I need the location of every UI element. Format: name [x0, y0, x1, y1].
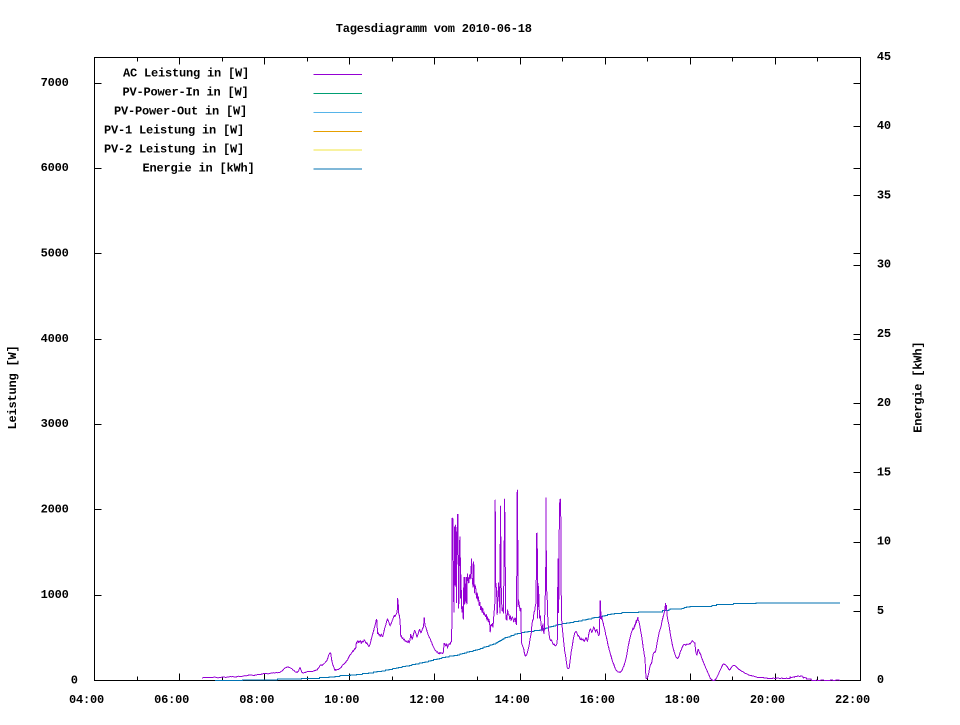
svg-text:08:00: 08:00 [239, 693, 274, 707]
svg-text:0: 0 [877, 673, 884, 687]
svg-text:22:00: 22:00 [835, 693, 870, 707]
svg-text:2000: 2000 [41, 503, 69, 517]
svg-text:10:00: 10:00 [324, 693, 359, 707]
svg-text:06:00: 06:00 [154, 693, 189, 707]
svg-text:AC Leistung in [W]: AC Leistung in [W] [123, 67, 249, 81]
svg-text:45: 45 [877, 50, 891, 64]
svg-text:Tagesdiagramm vom 2010-06-18: Tagesdiagramm vom 2010-06-18 [336, 22, 532, 36]
svg-text:3000: 3000 [41, 417, 69, 431]
svg-text:14:00: 14:00 [495, 693, 530, 707]
svg-text:PV-Power-In in [W]: PV-Power-In in [W] [123, 86, 249, 100]
svg-text:Leistung [W]: Leistung [W] [6, 345, 20, 429]
svg-text:15: 15 [877, 465, 891, 479]
svg-text:20: 20 [877, 396, 891, 410]
svg-text:1000: 1000 [41, 588, 69, 602]
svg-text:5: 5 [877, 604, 884, 618]
svg-text:40: 40 [877, 119, 891, 133]
svg-text:7000: 7000 [41, 76, 69, 90]
svg-text:PV-2 Leistung in [W]: PV-2 Leistung in [W] [104, 142, 244, 156]
svg-text:20:00: 20:00 [750, 693, 785, 707]
svg-text:PV-1 Leistung in [W]: PV-1 Leistung in [W] [104, 124, 244, 138]
svg-text:6000: 6000 [41, 161, 69, 175]
svg-text:35: 35 [877, 189, 891, 203]
svg-text:PV-Power-Out in [W]: PV-Power-Out in [W] [114, 105, 247, 119]
svg-text:25: 25 [877, 327, 891, 341]
svg-text:12:00: 12:00 [409, 693, 444, 707]
svg-text:16:00: 16:00 [580, 693, 615, 707]
svg-text:04:00: 04:00 [69, 693, 104, 707]
svg-text:5000: 5000 [41, 247, 69, 261]
svg-text:10: 10 [877, 535, 891, 549]
svg-text:4000: 4000 [41, 332, 69, 346]
svg-text:18:00: 18:00 [665, 693, 700, 707]
svg-text:30: 30 [877, 258, 891, 272]
svg-text:Energie [kWh]: Energie [kWh] [911, 342, 925, 433]
svg-text:0: 0 [71, 673, 78, 687]
svg-text:Energie in [kWh]: Energie in [kWh] [143, 161, 255, 175]
